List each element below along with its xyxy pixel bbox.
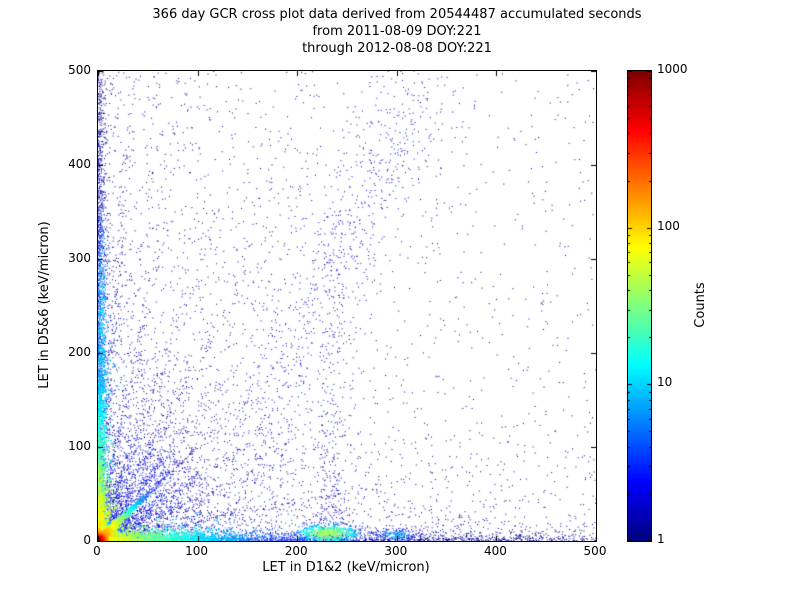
x-axis-label: LET in D1&2 (keV/micron): [262, 560, 430, 575]
y-tick-label-2: 200: [68, 345, 91, 359]
x-tick-label-4: 400: [483, 544, 507, 558]
y-tick-label-4: 400: [68, 157, 91, 171]
chart-title: 366 day GCR cross plot data derived from…: [97, 6, 697, 57]
chart-title-line3: through 2012-08-08 DOY:221: [302, 41, 492, 56]
y-tick-label-1: 100: [68, 439, 91, 453]
colorbar-canvas: [628, 71, 651, 541]
plot-area: [97, 70, 597, 542]
colorbar: [627, 70, 652, 542]
x-tick-label-1: 100: [185, 544, 209, 558]
colorbar-label: Counts: [693, 282, 708, 328]
x-tick-label-5: 500: [583, 544, 607, 558]
colorbar-tick-label-1: 10: [657, 375, 673, 390]
y-tick-label-5: 500: [68, 63, 91, 77]
x-tick-label-2: 200: [284, 544, 308, 558]
chart-title-line1: 366 day GCR cross plot data derived from…: [152, 7, 642, 22]
scatter-canvas: [98, 71, 596, 541]
chart-title-line2: from 2011-08-09 DOY:221: [312, 24, 482, 39]
y-tick-label-3: 300: [68, 251, 91, 265]
y-axis-label: LET in D5&6 (keV/micron): [37, 221, 52, 389]
y-tick-label-0: 0: [83, 533, 91, 547]
colorbar-tick-label-2: 100: [657, 218, 680, 233]
colorbar-tick-label-0: 1: [657, 532, 665, 546]
colorbar-tick-label-3: 1000: [657, 62, 688, 76]
x-tick-label-0: 0: [93, 544, 101, 558]
x-tick-label-3: 300: [384, 544, 408, 558]
